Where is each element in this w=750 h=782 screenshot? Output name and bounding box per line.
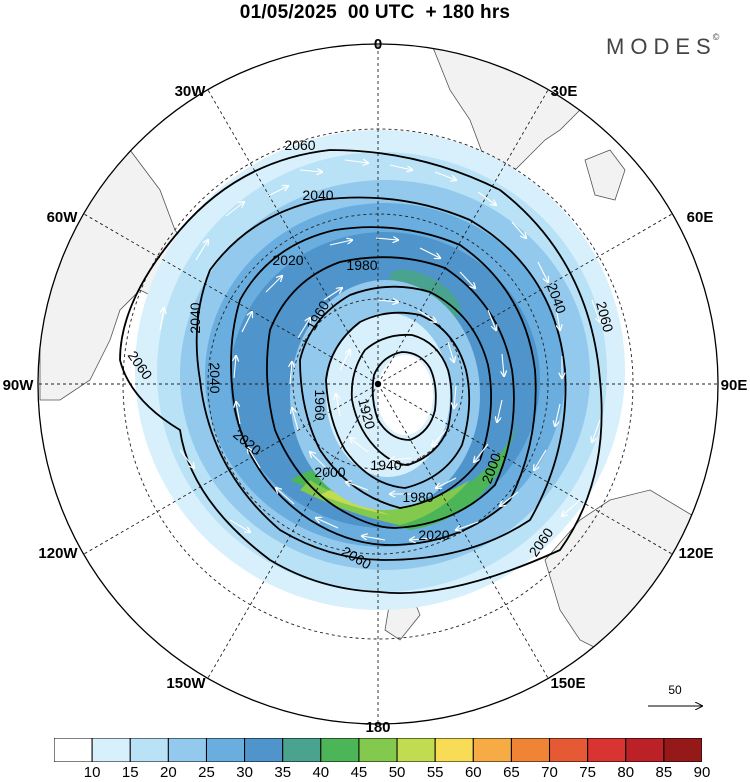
colorbar-label: 55 bbox=[426, 764, 444, 781]
colorbar-label: 40 bbox=[312, 764, 330, 781]
colorbar-label: 35 bbox=[274, 764, 292, 781]
lon-label-90e: 90E bbox=[721, 377, 748, 394]
colorbar bbox=[54, 738, 702, 762]
colorbar-swatch bbox=[167, 738, 207, 762]
lon-label-60e: 60E bbox=[687, 209, 714, 226]
contour-label: 2040 bbox=[302, 187, 333, 203]
lon-label-120e: 120E bbox=[678, 545, 713, 562]
colorbar-swatch bbox=[244, 738, 284, 762]
colorbar-label: 30 bbox=[236, 764, 253, 781]
colorbar-swatch bbox=[91, 738, 131, 762]
contour-label: 1940 bbox=[370, 457, 401, 473]
colorbar-labels: 10 15 20 25 30 35 40 45 50 55 60 65 70 75 80 85 90 bbox=[0, 764, 750, 782]
contour-label: 2020 bbox=[272, 252, 303, 268]
contour-label: 2060 bbox=[284, 137, 315, 153]
colorbar-label: 50 bbox=[388, 764, 406, 781]
lat-lon-grid bbox=[38, 44, 718, 724]
height-contours bbox=[119, 149, 603, 595]
lon-label-60w: 60W bbox=[47, 209, 79, 226]
colorbar-label: 75 bbox=[579, 764, 596, 781]
lon-label-0: 0 bbox=[374, 36, 382, 53]
lon-label-120w: 120W bbox=[38, 545, 78, 562]
south-pole-marker bbox=[374, 380, 382, 388]
contour-label: 2020 bbox=[418, 527, 449, 543]
lon-label-90w: 90W bbox=[3, 377, 35, 394]
colorbar-swatch bbox=[129, 738, 169, 762]
colorbar-label: 45 bbox=[350, 764, 368, 781]
colorbar-label: 20 bbox=[160, 764, 177, 781]
colorbar-swatch bbox=[205, 738, 246, 762]
madagascar bbox=[584, 149, 626, 201]
colorbar-label: 85 bbox=[655, 764, 673, 781]
colorbar-label: 15 bbox=[121, 764, 139, 781]
contour-label-group: 2060 2040 2020 1980 1960 2040 2060 2040 … bbox=[125, 137, 570, 572]
contour-label: 1980 bbox=[346, 257, 377, 273]
colorbar-label: 80 bbox=[617, 764, 635, 781]
colorbar-swatch bbox=[549, 738, 589, 762]
colorbar-label: 60 bbox=[464, 764, 482, 781]
reference-vector-label: 50 bbox=[668, 683, 682, 697]
lon-label-180: 180 bbox=[365, 719, 390, 736]
colorbar-swatch bbox=[663, 738, 702, 762]
map-boundary bbox=[37, 43, 719, 725]
map-title: 01/05/2025 00 UTC + 180 hrs bbox=[239, 2, 511, 23]
contour-label: 2000 bbox=[314, 464, 345, 480]
wind-vectors bbox=[159, 160, 600, 540]
colorbar-swatch bbox=[510, 738, 551, 762]
colorbar-swatch bbox=[472, 738, 512, 762]
colorbar-swatch bbox=[320, 738, 360, 762]
colorbar-swatch bbox=[282, 738, 322, 762]
colorbar-swatch bbox=[434, 738, 474, 762]
contour-label-2060-east: 2060 bbox=[593, 300, 617, 334]
colorbar-swatch bbox=[625, 738, 665, 762]
colorbar-label: 10 bbox=[83, 764, 101, 781]
reference-vector: 50 bbox=[648, 683, 702, 706]
colorbar-label: 65 bbox=[503, 764, 520, 781]
contour-label: 2040 bbox=[187, 302, 203, 333]
contour-label: 1960 bbox=[312, 389, 328, 420]
contour-label: 2040 bbox=[207, 362, 223, 393]
colorbar-label: 25 bbox=[198, 764, 215, 781]
polar-map: 2060 2040 2020 1980 1960 2040 2060 2040 … bbox=[3, 36, 748, 736]
lon-label-30e: 30E bbox=[551, 83, 578, 100]
lon-label-150w: 150W bbox=[166, 675, 206, 692]
contour-label: 1980 bbox=[402, 489, 433, 505]
colorbar-swatch bbox=[358, 738, 398, 762]
longitude-labels: 0 30E 60E 90E 120E 150E 180 150W 120W 90… bbox=[3, 36, 748, 736]
colorbar-label: 90 bbox=[693, 764, 711, 781]
modes-logo: MODES© bbox=[606, 31, 720, 59]
contour-label: 1920 bbox=[355, 397, 379, 431]
colorbar-label: 70 bbox=[541, 764, 558, 781]
lon-label-30w: 30W bbox=[175, 83, 207, 100]
colorbar-swatch bbox=[54, 738, 93, 762]
lon-label-150e: 150E bbox=[550, 675, 585, 692]
colorbar-swatch bbox=[396, 738, 436, 762]
colorbar-swatch bbox=[587, 738, 627, 762]
